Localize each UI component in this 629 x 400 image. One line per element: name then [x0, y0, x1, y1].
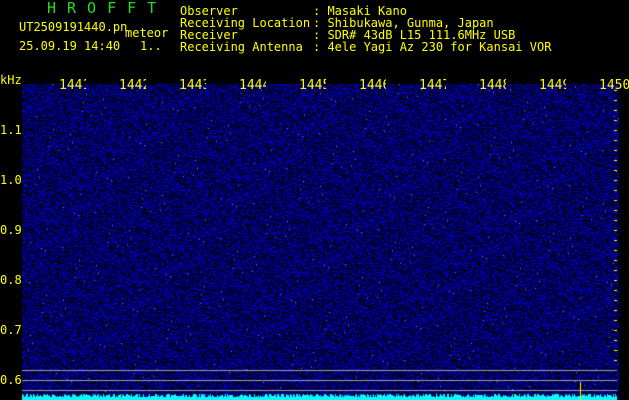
- receiver-value: : SDR# 43dB L15 111.6MHz USB: [313, 28, 516, 42]
- freq-tick: 0.8: [0, 273, 22, 287]
- time-tick: 1450: [599, 79, 629, 93]
- app-title: HROFFT: [47, 0, 168, 17]
- freq-tick: 0.6: [0, 373, 22, 387]
- time-tick: 1449: [539, 79, 566, 93]
- antenna-value: : 4ele Yagi Az 230 for Kansai VOR: [313, 40, 552, 54]
- spectrogram: [20, 78, 619, 400]
- receiver-label: Receiver: [180, 28, 238, 42]
- time-tick: 1445: [299, 79, 326, 93]
- time-tick: 1442: [119, 79, 146, 93]
- y-unit-label: kHz: [0, 73, 22, 87]
- location-label: Receiving Location: [180, 16, 311, 30]
- observer-label: Observer: [180, 4, 238, 18]
- freq-tick: 0.9: [0, 223, 22, 237]
- location-value: : Shibukawa, Gunma, Japan: [313, 16, 494, 30]
- time-tick: 1448: [479, 79, 506, 93]
- filename: UT2509191440.pn: [19, 20, 128, 34]
- observer-value: : Masaki Kano: [313, 4, 407, 18]
- freq-tick: 1.1: [0, 123, 22, 137]
- antenna-label: Receiving Antenna: [180, 40, 303, 54]
- time-tick: 1444: [239, 79, 266, 93]
- mode-label: meteor: [125, 26, 169, 40]
- count: 1..: [140, 39, 162, 53]
- time-tick: 1446: [359, 79, 386, 93]
- datetime: 25.09.19 14:40: [19, 39, 121, 53]
- freq-tick: 1.0: [0, 173, 22, 187]
- time-tick: 1443: [179, 79, 206, 93]
- freq-tick: 0.7: [0, 323, 22, 337]
- time-tick: 1447: [419, 79, 446, 93]
